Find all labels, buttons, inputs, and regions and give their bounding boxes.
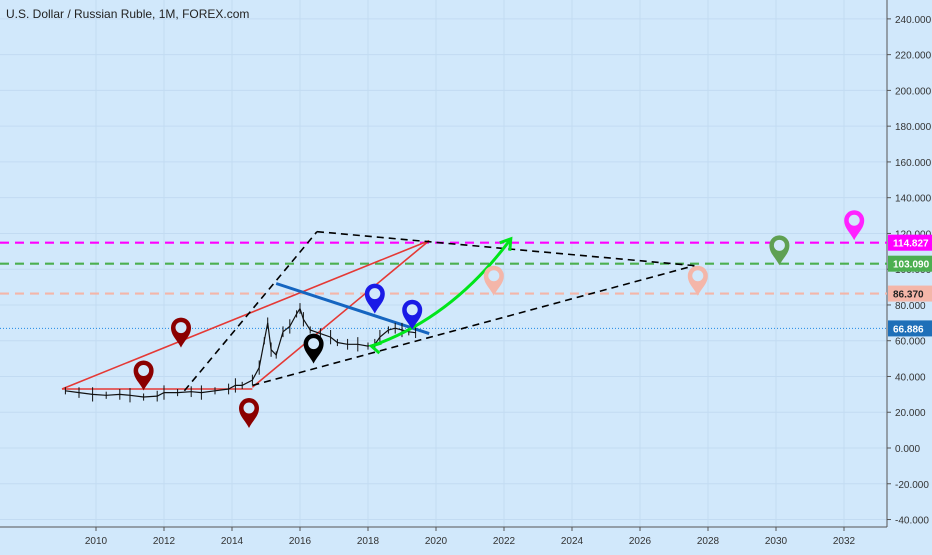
y-tick-label: 180.000	[895, 122, 932, 133]
marker-hole	[488, 270, 500, 282]
location-marker-icon[interactable]	[171, 317, 191, 348]
marker-hole	[138, 364, 150, 376]
x-tick-label: 2030	[765, 536, 788, 547]
price-label-text: 86.370	[893, 290, 924, 301]
arrow-tail	[368, 341, 382, 355]
x-tick-label: 2024	[561, 536, 584, 547]
location-marker-icon[interactable]	[303, 333, 324, 364]
price-label-text: 114.827	[893, 239, 929, 250]
price-label-box	[888, 320, 932, 337]
location-marker-icon[interactable]	[133, 360, 154, 391]
location-marker-icon[interactable]	[687, 265, 708, 296]
marker-hole	[369, 288, 381, 300]
marker-hole	[773, 239, 785, 251]
marker-hole	[848, 214, 860, 226]
trend-line	[251, 239, 430, 388]
price-label-box	[888, 255, 932, 272]
y-tick-label: -40.000	[895, 516, 929, 527]
location-marker-icon[interactable]	[402, 299, 423, 330]
y-tick-label: 60.000	[895, 337, 926, 348]
price-label-text: 103.090	[893, 260, 930, 271]
x-tick-label: 2032	[833, 536, 856, 547]
arrow-curve	[370, 237, 513, 348]
marker-hole	[243, 402, 255, 414]
marker-hole	[692, 270, 704, 282]
price-label-box	[888, 285, 932, 302]
y-tick-label: 200.000	[895, 86, 932, 97]
x-tick-label: 2014	[221, 536, 244, 547]
y-tick-label: 0.000	[895, 444, 920, 455]
y-tick-label: 160.000	[895, 158, 932, 169]
marker-hole	[406, 304, 418, 316]
y-tick-label: 20.000	[895, 408, 926, 419]
marker-hole	[175, 322, 187, 334]
location-marker-icon[interactable]	[769, 235, 790, 266]
x-tick-label: 2020	[425, 536, 448, 547]
x-tick-label: 2022	[493, 536, 516, 547]
location-marker-icon[interactable]	[364, 283, 385, 314]
trend-line	[252, 264, 695, 387]
trend-line	[61, 239, 430, 390]
x-tick-label: 2016	[289, 536, 312, 547]
x-tick-label: 2010	[85, 536, 108, 547]
y-tick-label: -20.000	[895, 480, 929, 491]
trend-line	[275, 282, 430, 335]
x-tick-label: 2026	[629, 536, 652, 547]
location-marker-icon[interactable]	[483, 265, 504, 296]
chart-title: U.S. Dollar / Russian Ruble, 1M, FOREX.c…	[6, 7, 250, 21]
y-tick-label: 140.000	[895, 194, 932, 205]
y-tick-label: 240.000	[895, 15, 932, 26]
y-tick-label: 220.000	[895, 51, 932, 62]
price-label-box	[888, 234, 932, 251]
y-tick-label: 40.000	[895, 372, 926, 383]
x-tick-label: 2028	[697, 536, 720, 547]
x-tick-label: 2012	[153, 536, 176, 547]
trend-line	[316, 230, 695, 267]
price-label-text: 66.886	[893, 324, 924, 335]
arrow-head	[499, 236, 513, 251]
marker-hole	[308, 338, 320, 350]
trend-line	[183, 231, 318, 392]
location-marker-icon[interactable]	[239, 398, 259, 429]
price-line	[65, 307, 416, 398]
location-marker-icon[interactable]	[844, 210, 865, 241]
x-tick-label: 2018	[357, 536, 380, 547]
y-tick-label: 80.000	[895, 301, 926, 312]
